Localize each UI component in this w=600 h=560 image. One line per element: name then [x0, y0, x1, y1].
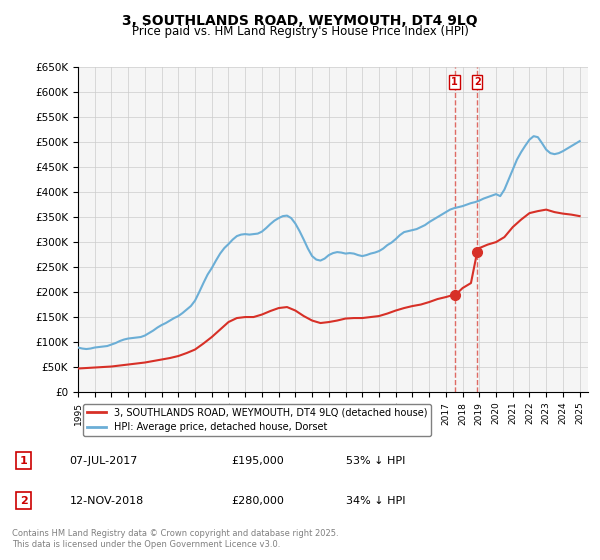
Text: 12-NOV-2018: 12-NOV-2018 [70, 496, 144, 506]
Text: 07-JUL-2017: 07-JUL-2017 [70, 456, 138, 465]
Text: 53% ↓ HPI: 53% ↓ HPI [346, 456, 406, 465]
Text: £195,000: £195,000 [231, 456, 284, 465]
Text: Contains HM Land Registry data © Crown copyright and database right 2025.
This d: Contains HM Land Registry data © Crown c… [12, 529, 338, 549]
Text: 2: 2 [20, 496, 28, 506]
Text: £280,000: £280,000 [231, 496, 284, 506]
Text: 2: 2 [474, 77, 481, 87]
Legend: 3, SOUTHLANDS ROAD, WEYMOUTH, DT4 9LQ (detached house), HPI: Average price, deta: 3, SOUTHLANDS ROAD, WEYMOUTH, DT4 9LQ (d… [83, 404, 431, 436]
Text: Price paid vs. HM Land Registry's House Price Index (HPI): Price paid vs. HM Land Registry's House … [131, 25, 469, 38]
Text: 3, SOUTHLANDS ROAD, WEYMOUTH, DT4 9LQ: 3, SOUTHLANDS ROAD, WEYMOUTH, DT4 9LQ [122, 14, 478, 28]
Text: 1: 1 [20, 456, 28, 465]
Text: 34% ↓ HPI: 34% ↓ HPI [346, 496, 406, 506]
Text: 1: 1 [451, 77, 458, 87]
